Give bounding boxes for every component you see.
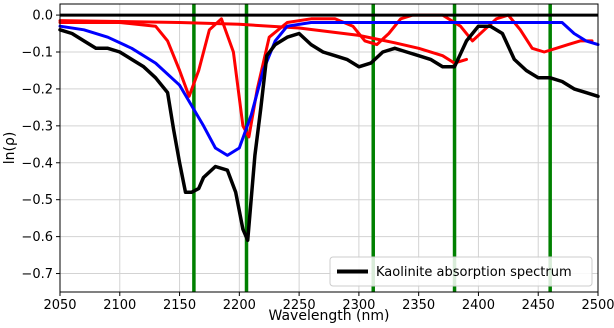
- series-line-red: [58, 19, 468, 65]
- series-lines: [58, 13, 600, 243]
- y-tick-label: −0.2: [21, 82, 53, 97]
- series-line-blue: [58, 21, 600, 157]
- x-tick-label: 2250: [283, 298, 316, 313]
- x-axis-label: Wavelength (nm): [269, 308, 390, 324]
- y-axis-label: ln(ρ): [2, 132, 18, 165]
- series-line-red: [58, 13, 594, 139]
- x-tick-label: 2300: [342, 298, 375, 313]
- series-line-kaolinite: [58, 24, 600, 243]
- x-tick-label: 2350: [402, 298, 435, 313]
- y-tick-label: −0.7: [21, 267, 53, 282]
- y-tick-label: −0.5: [21, 193, 53, 208]
- x-tick-label: 2450: [522, 298, 555, 313]
- y-tick-labels: 0.0 −0.1 −0.2 −0.3 −0.4 −0.5 −0.6 −0.7: [21, 9, 60, 282]
- x-tick-label: 2150: [163, 298, 196, 313]
- x-tick-label: 2050: [43, 298, 76, 313]
- y-tick-label: −0.4: [21, 156, 53, 171]
- legend-label-kaolinite: Kaolinite absorption spectrum: [376, 265, 572, 280]
- y-tick-label: −0.3: [21, 119, 53, 134]
- reference-lines: [192, 4, 552, 292]
- x-tick-label: 2500: [581, 298, 614, 313]
- legend: Kaolinite absorption spectrum: [329, 256, 593, 287]
- x-tick-labels: 2050 2100 2150 2200 2250 2300 2350 2400 2450 2500: [43, 292, 614, 313]
- x-tick-label: 2400: [462, 298, 495, 313]
- plot-frame: [59, 3, 599, 293]
- y-tick-label: −0.1: [21, 46, 53, 61]
- y-tick-label: 0.0: [32, 9, 53, 24]
- legend-box: [329, 256, 593, 287]
- x-tick-label: 2100: [103, 298, 136, 313]
- y-tick-label: −0.6: [21, 230, 53, 245]
- x-tick-label: 2200: [223, 298, 256, 313]
